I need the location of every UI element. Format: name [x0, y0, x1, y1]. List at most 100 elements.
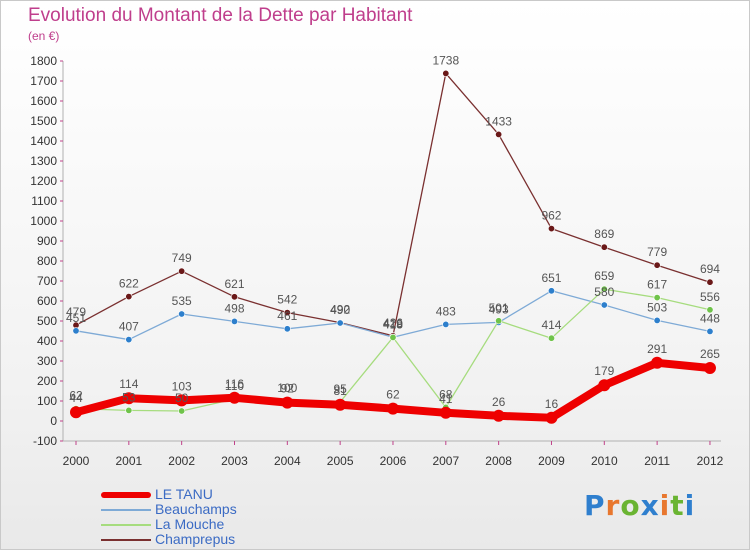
data-label-le-tanu: 116	[225, 377, 244, 391]
data-label-layer: 479 622 749 621 542 492 426 1738 1433 962 869 779 69…	[66, 53, 720, 410]
data-label-le-tanu: 92	[281, 382, 295, 396]
data-point-le-tanu	[545, 411, 558, 424]
data-point-le-tanu	[70, 406, 82, 419]
data-point-la-mouche	[600, 285, 608, 293]
data-point-beauchamps	[547, 287, 555, 295]
legend-item-champrepus: Champrepus	[101, 532, 301, 547]
x-axis-ticks: 2000 2001 2002 2003 2004 2005 2006 2007 2008 2009…	[63, 441, 724, 468]
data-label-le-tanu: 265	[700, 347, 720, 361]
legend-item-la-mouche: La Mouche	[101, 517, 301, 532]
data-point-champrepus	[706, 278, 714, 286]
data-label-champrepus: 749	[172, 251, 192, 265]
data-point-le-tanu	[703, 362, 716, 374]
y-tick-label: 1600	[30, 94, 57, 108]
y-tick-label: 500	[37, 314, 57, 328]
y-tick-label: 600	[37, 294, 57, 308]
data-label-le-tanu: 41	[439, 392, 453, 406]
x-tick-label: 2006	[380, 454, 407, 468]
brand-letter: x	[640, 489, 660, 522]
data-point-le-tanu	[281, 396, 294, 409]
data-label-la-mouche: 68	[439, 387, 453, 401]
data-point-champrepus	[495, 130, 503, 138]
legend-label-beauchamps: Beauchamps	[155, 501, 237, 517]
data-label-beauchamps: 535	[172, 294, 192, 308]
data-label-le-tanu: 62	[386, 388, 400, 402]
data-point-beauchamps	[72, 327, 80, 335]
data-point-champrepus	[283, 309, 291, 317]
data-label-beauchamps: 419	[383, 317, 403, 331]
data-point-le-tanu	[492, 409, 505, 422]
x-tick-label: 2011	[644, 454, 670, 468]
brand-letter: P	[584, 489, 606, 522]
brand-letter: t	[670, 489, 685, 522]
data-label-le-tanu: 26	[492, 395, 506, 409]
data-label-champrepus: 542	[277, 293, 297, 307]
data-point-le-tanu	[439, 406, 452, 419]
data-label-beauchamps: 448	[700, 311, 720, 325]
data-label-la-mouche: 501	[489, 301, 509, 315]
data-label-beauchamps: 651	[541, 271, 561, 285]
y-axis-ticks: -100 0 100 200 300 400 500 600 700 800 900 1000 1100…	[30, 54, 63, 448]
brand-letter: i	[659, 489, 671, 522]
data-point-la-mouche	[706, 306, 714, 314]
data-point-beauchamps	[125, 336, 133, 344]
data-label-le-tanu: 114	[119, 377, 138, 391]
x-tick-label: 2009	[538, 454, 565, 468]
legend-label-le-tanu: LE TANU	[155, 486, 213, 502]
data-point-beauchamps	[178, 310, 186, 318]
data-point-beauchamps	[283, 325, 291, 333]
data-label-champrepus: 622	[119, 277, 139, 291]
data-label-la-mouche: 95	[333, 382, 347, 396]
data-point-beauchamps	[653, 316, 661, 324]
data-point-le-tanu	[122, 392, 135, 405]
legend-item-beauchamps: Beauchamps	[101, 502, 301, 517]
data-label-la-mouche: 62	[69, 389, 83, 403]
data-label-champrepus: 779	[647, 245, 667, 259]
x-tick-label: 2003	[221, 454, 248, 468]
x-tick-label: 2010	[591, 454, 618, 468]
data-label-la-mouche: 50	[175, 391, 189, 405]
brand-logo: Proxiti	[584, 489, 695, 522]
data-point-beauchamps	[706, 327, 714, 335]
chart-title: Evolution du Montant de la Dette par Hab…	[28, 5, 413, 26]
data-label-le-tanu: 103	[172, 379, 192, 393]
legend-item-le-tanu: LE TANU	[101, 487, 301, 502]
y-tick-label: 1200	[30, 174, 57, 188]
legend-swatch-le-tanu	[101, 492, 151, 498]
y-tick-label: 1100	[31, 194, 57, 208]
y-tick-label: 900	[37, 234, 57, 248]
data-label-la-mouche: 53	[122, 390, 136, 404]
data-label-champrepus: 694	[700, 262, 720, 276]
data-point-la-mouche	[125, 406, 133, 414]
data-point-le-tanu	[651, 356, 664, 369]
data-point-champrepus	[442, 69, 450, 77]
data-point-champrepus	[653, 261, 661, 269]
x-tick-label: 2008	[485, 454, 512, 468]
x-tick-label: 2004	[274, 454, 301, 468]
x-tick-label: 2007	[432, 454, 459, 468]
legend: LE TANU Beauchamps La Mouche Champrepus	[101, 487, 301, 547]
data-point-la-mouche	[653, 294, 661, 302]
data-label-beauchamps: 407	[119, 320, 139, 334]
brand-letter: i	[684, 489, 696, 522]
data-label-beauchamps: 503	[647, 300, 667, 314]
y-tick-label: -100	[33, 434, 57, 448]
data-label-beauchamps: 580	[594, 285, 614, 299]
y-tick-label: 200	[37, 374, 57, 388]
x-tick-label: 2002	[168, 454, 195, 468]
y-tick-label: 1500	[30, 114, 57, 128]
y-tick-label: 800	[37, 254, 57, 268]
data-point-le-tanu	[175, 394, 188, 407]
data-label-le-tanu: 291	[647, 342, 667, 356]
y-tick-label: 1000	[30, 214, 57, 228]
legend-swatch-la-mouche	[101, 524, 151, 526]
y-tick-label: 1300	[30, 154, 57, 168]
y-tick-label: 100	[37, 394, 57, 408]
data-label-champrepus: 479	[66, 305, 86, 319]
data-label-champrepus: 869	[594, 227, 614, 241]
data-point-beauchamps	[600, 301, 608, 309]
data-label-la-mouche: 100	[277, 381, 297, 395]
x-tick-label: 2005	[327, 454, 354, 468]
